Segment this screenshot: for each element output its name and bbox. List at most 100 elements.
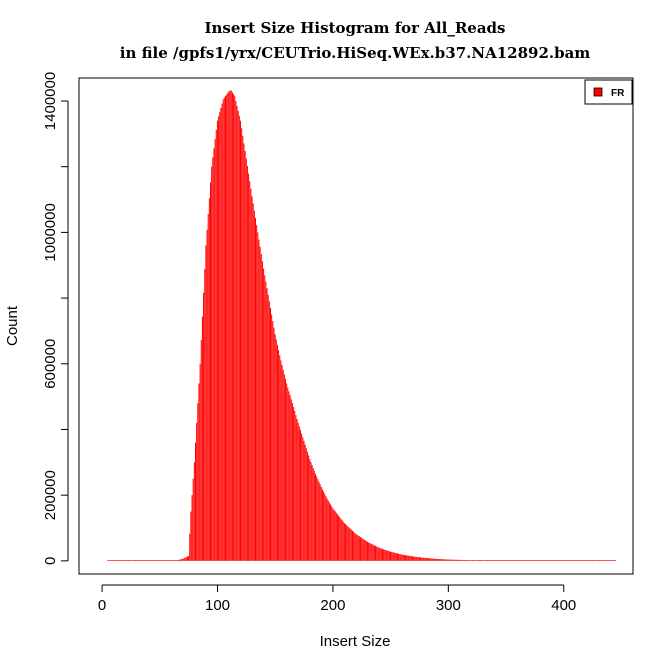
histogram-bar [559, 560, 561, 561]
histogram-bar [225, 96, 226, 561]
histogram-bar [609, 560, 611, 561]
histogram-bar [158, 560, 160, 561]
histogram-bar [577, 560, 579, 561]
histogram-bar [173, 560, 175, 561]
histogram-bar [263, 268, 265, 561]
histogram-bar [420, 557, 422, 561]
histogram-bar [259, 246, 261, 561]
histogram-bar [118, 560, 120, 561]
histogram-bar [309, 459, 311, 561]
histogram-bar [363, 539, 365, 561]
histogram-bar [321, 489, 323, 561]
histogram-bar [439, 559, 441, 561]
histogram-bar [390, 551, 392, 561]
histogram-bar [228, 91, 230, 561]
histogram-bar [278, 349, 280, 561]
histogram-bar [286, 383, 288, 561]
histogram-bar [574, 560, 576, 561]
histogram-bar [341, 520, 343, 561]
histogram-bar [491, 560, 493, 561]
histogram-bar [365, 541, 367, 561]
histogram-bar [586, 560, 588, 561]
histogram-bar [538, 560, 540, 561]
histogram-bar [351, 530, 353, 561]
histogram-bar [361, 537, 363, 561]
histogram-bar [398, 553, 400, 561]
histogram-bar [525, 560, 527, 561]
histogram-bar [372, 544, 374, 561]
histogram-bar [216, 120, 218, 561]
histogram-bar [401, 554, 403, 561]
histogram-bar [164, 560, 166, 561]
histogram-bar [234, 96, 236, 561]
histogram-bar [583, 560, 585, 561]
histogram-bar [197, 403, 199, 561]
histogram-bar [144, 560, 146, 561]
x-tick-label: 200 [320, 597, 345, 614]
histogram-bar [306, 451, 308, 561]
histogram-bar [218, 116, 220, 561]
histogram-bar [462, 559, 464, 561]
histogram-bar [186, 556, 188, 561]
histogram-bar [588, 560, 590, 561]
histogram-bar [358, 536, 360, 561]
y-tick-label: 600000 [42, 339, 59, 389]
histogram-bar [215, 129, 217, 561]
histogram-bar [145, 560, 147, 561]
histogram-bar [138, 560, 140, 561]
histogram-bar [252, 203, 254, 561]
histogram-bar [238, 115, 240, 561]
histogram-bar [223, 97, 225, 561]
histogram-bar [179, 559, 181, 561]
histogram-bar [207, 213, 209, 561]
histogram-bar [116, 560, 118, 561]
histogram-bar [604, 560, 606, 561]
histogram-bar [251, 196, 253, 561]
histogram-bar [485, 560, 487, 561]
histogram-bar [243, 143, 245, 561]
histogram-bar [182, 558, 184, 561]
histogram-bar [403, 555, 405, 561]
histogram-bar [274, 334, 276, 561]
histogram-bar [544, 560, 546, 561]
histogram-bar [517, 560, 519, 561]
histogram-bar [350, 529, 352, 561]
histogram-bar [168, 560, 170, 561]
histogram-bar [226, 94, 228, 561]
histogram-bar [611, 560, 613, 561]
histogram-bar [465, 560, 467, 561]
histogram-bar [340, 518, 342, 561]
histogram-bar [244, 150, 246, 561]
histogram-bar [110, 560, 112, 561]
histogram-bar [295, 415, 297, 561]
histogram-bar [119, 560, 121, 561]
histogram-bar [293, 407, 295, 561]
histogram-bar [551, 560, 553, 561]
histogram-bar [203, 292, 205, 561]
histogram-bar [316, 476, 318, 561]
histogram-bar [171, 560, 173, 561]
histogram-bar [230, 90, 232, 561]
histogram-bar [438, 559, 440, 561]
histogram-bar [353, 531, 355, 561]
histogram-bar [387, 550, 389, 561]
histogram-bar [598, 560, 600, 561]
histogram-bar [206, 229, 208, 561]
histogram-bar [167, 560, 169, 561]
histogram-bar [526, 560, 528, 561]
histogram-bar [446, 559, 448, 561]
histogram-bar [545, 560, 547, 561]
histogram-bar [290, 399, 292, 561]
histogram-bar [368, 542, 370, 561]
histogram-bar [542, 560, 544, 561]
histogram-bar [471, 560, 473, 561]
histogram-bar [183, 558, 185, 561]
histogram-bar [143, 560, 145, 561]
histogram-bar [305, 448, 307, 561]
histogram-bar [418, 557, 420, 561]
histogram-bar [161, 560, 163, 561]
histogram-bar [270, 307, 272, 561]
histogram-bar [608, 560, 610, 561]
histogram-bar [169, 560, 171, 561]
